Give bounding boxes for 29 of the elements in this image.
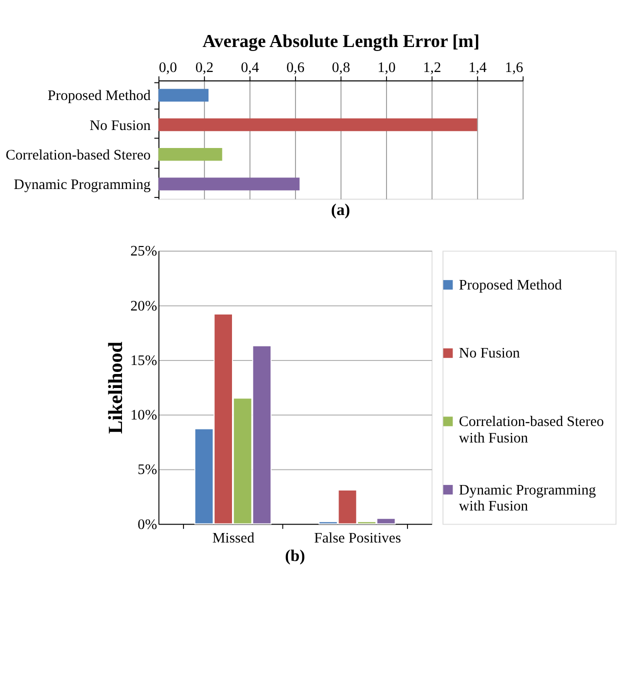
y-tick-label: Dynamic Programming [14, 177, 151, 194]
x-axis-title: Average Absolute Length Error [m] [202, 31, 480, 52]
text: (a) [331, 200, 350, 220]
y-tick-label: 25% [130, 244, 158, 260]
x-tick-label: 1,4 [468, 60, 488, 76]
y-tick-label: Proposed Method [48, 88, 152, 104]
y-tick-label: 0% [138, 516, 158, 533]
x-tick-label: 0,0 [158, 60, 178, 76]
y-tick-label: 5% [138, 462, 158, 478]
y-tick-label: Correlation-based Stereo [6, 147, 151, 164]
x-tick-label: 0,8 [332, 60, 350, 76]
x-tick-label: 0,2 [195, 60, 214, 76]
x-tick-label: 1,6 [504, 60, 524, 76]
x-tick-label: False Positives [314, 530, 402, 547]
y-tick-label: 20% [130, 298, 158, 314]
x-tick-label: 1,2 [422, 60, 442, 76]
y-tick-label: 10% [130, 408, 158, 424]
legend-label: Correlation-based Stereo with Fusion [458, 414, 604, 446]
legend-label: Proposed Method [458, 277, 563, 294]
legend-label: No Fusion [458, 346, 521, 362]
x-tick-label: 0,6 [286, 60, 305, 76]
text: (b) [285, 546, 306, 566]
x-tick-label: 0,4 [240, 60, 260, 76]
x-tick-label: Missed [212, 530, 256, 547]
x-tick-label: 1,0 [377, 60, 396, 76]
legend-label: Dynamic Programming with Fusion [458, 482, 596, 515]
y-tick-label: No Fusion [90, 118, 152, 134]
y-tick-label: 15% [130, 352, 158, 369]
y-axis-title: Likelihood [105, 342, 128, 434]
